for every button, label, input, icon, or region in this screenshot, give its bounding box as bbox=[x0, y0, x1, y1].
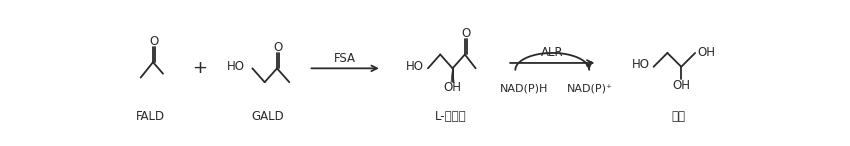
Text: HO: HO bbox=[227, 60, 245, 73]
Text: GALD: GALD bbox=[252, 110, 284, 123]
Text: ALR: ALR bbox=[541, 46, 564, 59]
Text: FALD: FALD bbox=[136, 110, 165, 123]
Text: HO: HO bbox=[406, 60, 424, 73]
Text: FSA: FSA bbox=[334, 52, 356, 65]
Text: O: O bbox=[150, 35, 159, 48]
Text: OH: OH bbox=[444, 81, 462, 94]
Text: L-甘油醒: L-甘油醒 bbox=[435, 110, 467, 123]
Text: +: + bbox=[192, 59, 207, 77]
Text: OH: OH bbox=[672, 79, 690, 92]
Text: O: O bbox=[274, 41, 283, 54]
Text: HO: HO bbox=[632, 58, 649, 71]
Text: NAD(P)⁺: NAD(P)⁺ bbox=[567, 83, 613, 93]
Text: O: O bbox=[462, 27, 471, 40]
Text: OH: OH bbox=[697, 46, 716, 59]
Text: 甘油: 甘油 bbox=[672, 110, 685, 123]
Text: NAD(P)H: NAD(P)H bbox=[500, 83, 548, 93]
